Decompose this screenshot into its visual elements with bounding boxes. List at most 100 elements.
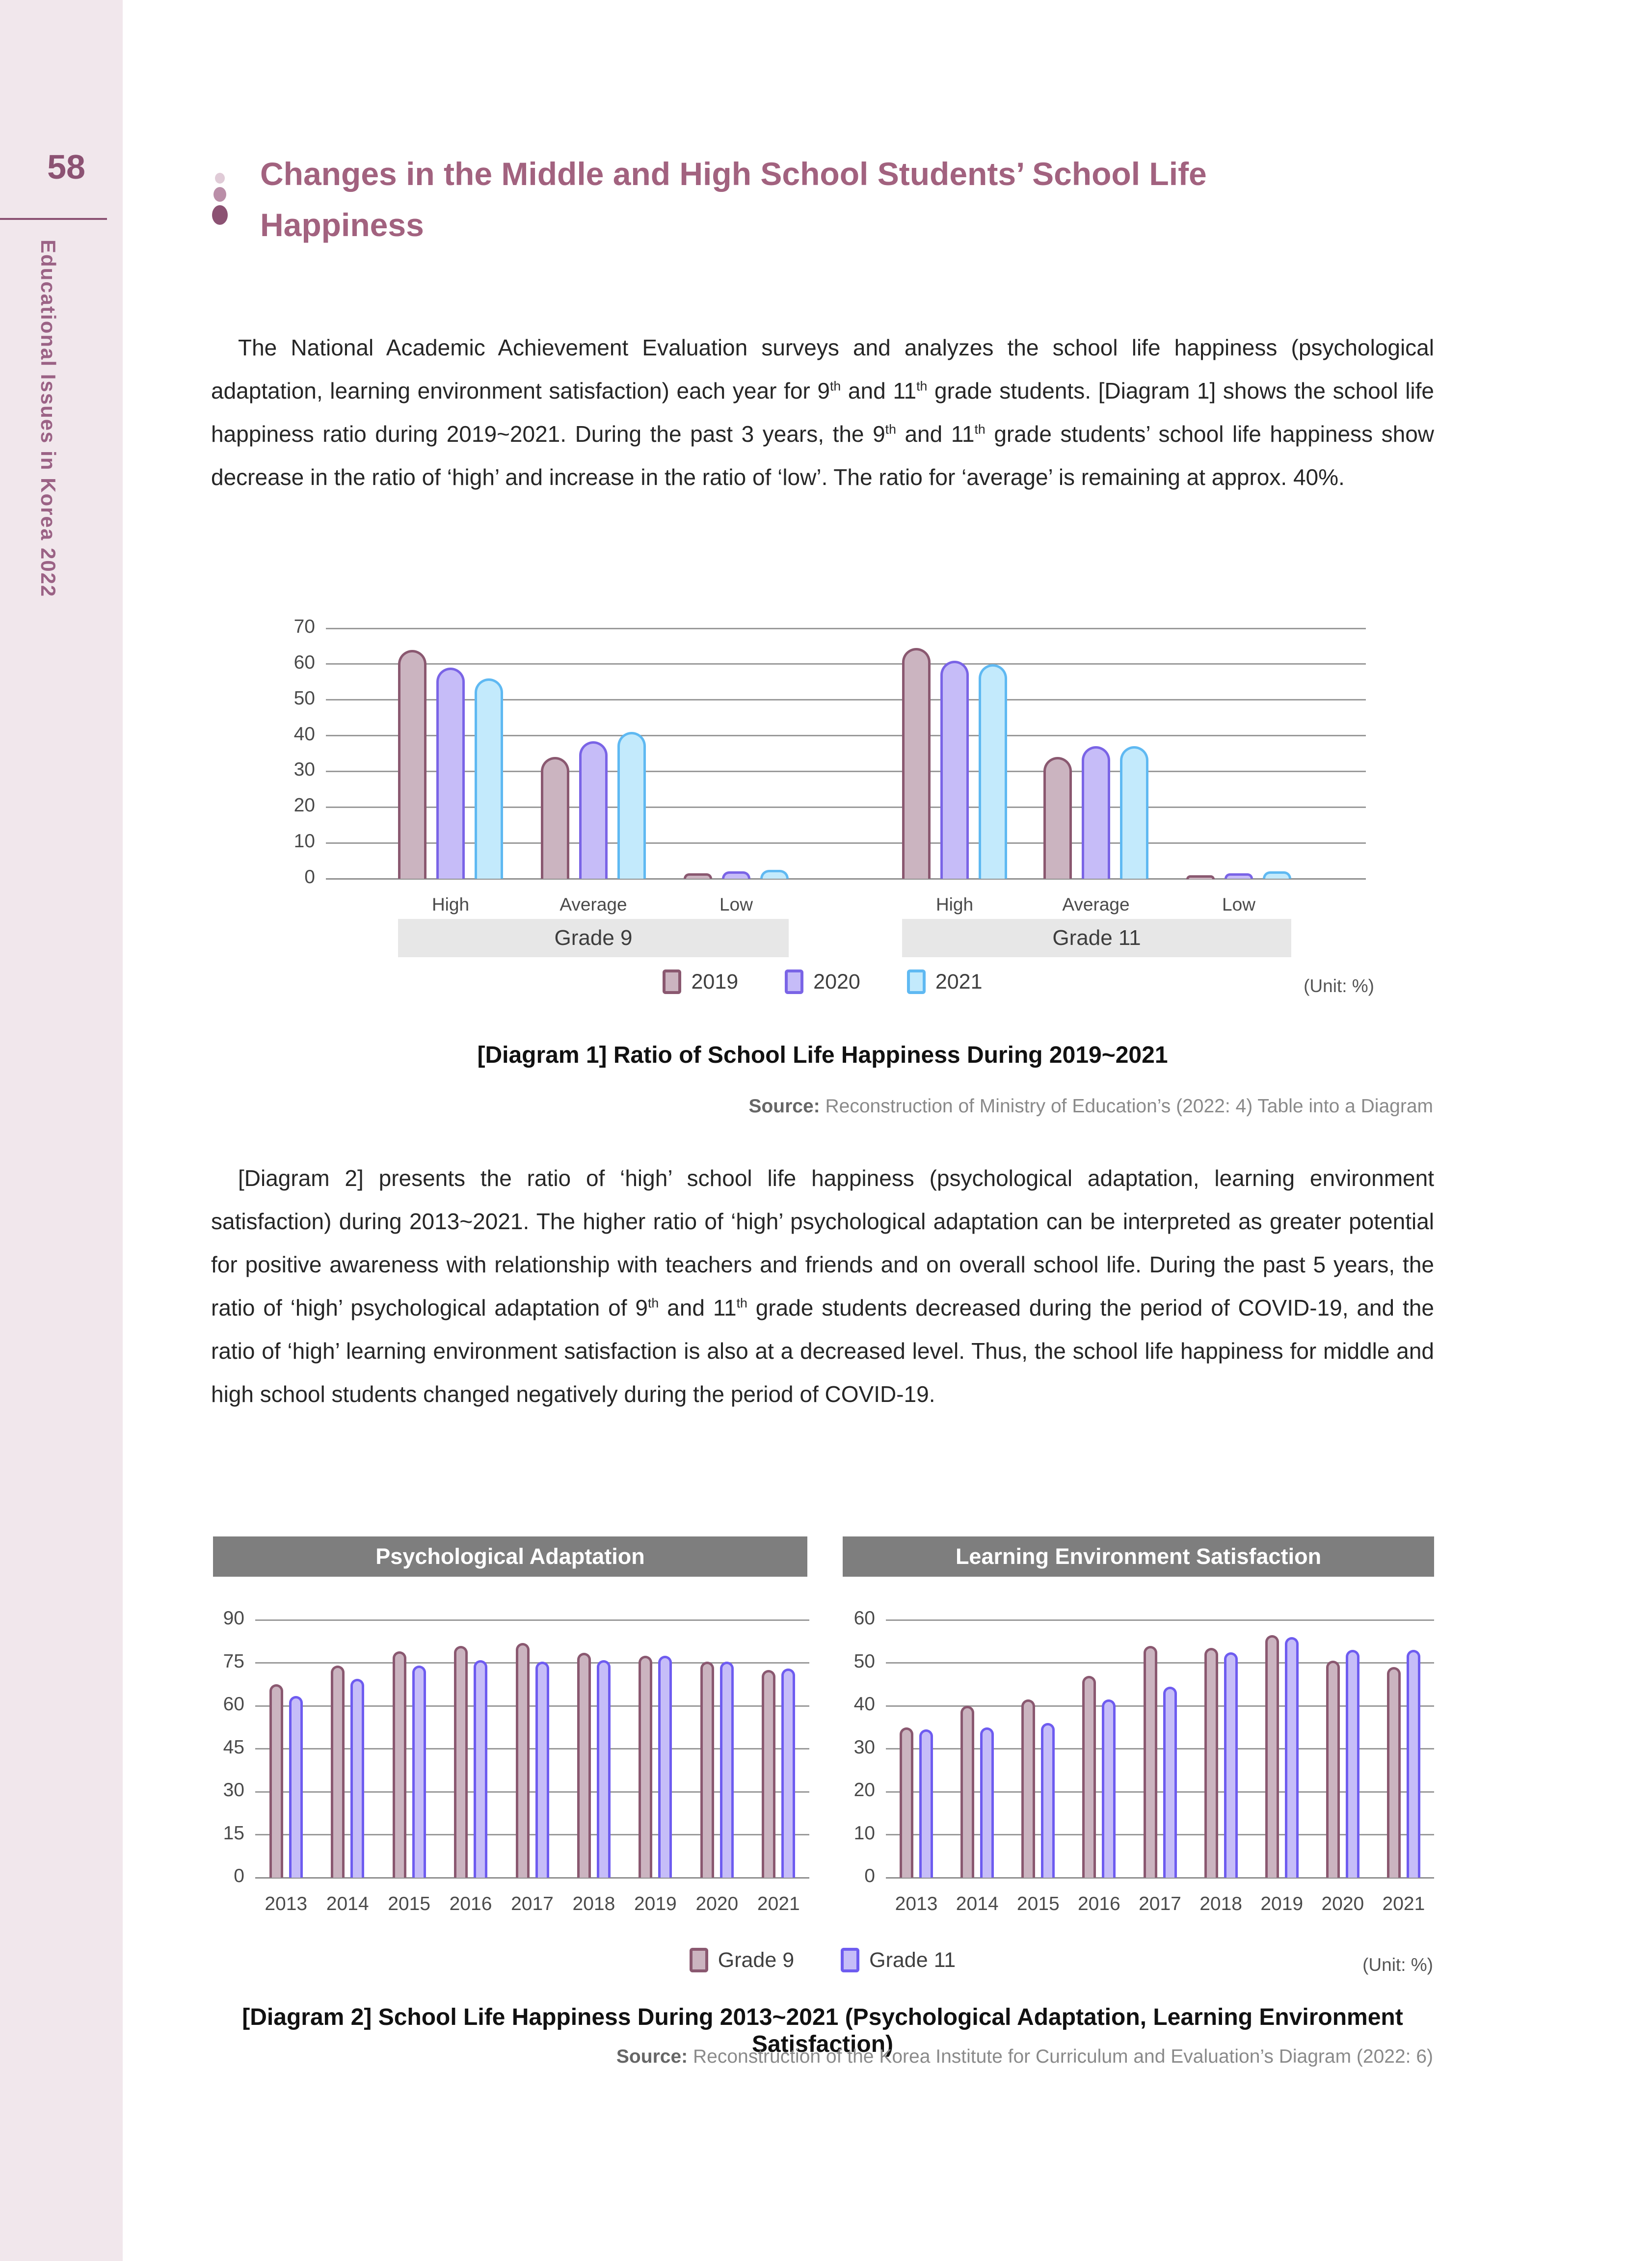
- sidebar-title: Educational Issues in Korea 2022: [37, 240, 60, 598]
- diagram2-psych-gridline-90: [255, 1619, 809, 1621]
- diagram2-psych-bar: [269, 1684, 283, 1878]
- diagram2-env-y-tick-label: 10: [853, 1822, 875, 1844]
- diagram2-env-x-tick-label: 2021: [1382, 1893, 1425, 1914]
- diagram2-env-gridline-60: [886, 1619, 1434, 1621]
- diagram2-env-bar: [1326, 1661, 1340, 1878]
- diagram2-psych-bar: [289, 1696, 303, 1878]
- diagram2-psych-bar: [412, 1666, 426, 1878]
- diagram2-env-bar: [1386, 1667, 1401, 1878]
- diagram2-env-bar: [1224, 1652, 1238, 1878]
- diagram2-env-x-tick-label: 2014: [956, 1893, 999, 1914]
- diagram2-env-gridline-20: [886, 1791, 1434, 1793]
- bullet-dot-small: [215, 173, 225, 184]
- diagram2-psych-bar: [515, 1642, 530, 1878]
- diagram2-psych-bar: [474, 1660, 488, 1878]
- diagram1-bar: [1186, 875, 1215, 879]
- diagram1-gridline-30: [326, 770, 1366, 772]
- diagram2-psych-x-tick-label: 2018: [572, 1893, 615, 1914]
- legend-swatch: [906, 969, 926, 994]
- legend-swatch: [689, 1948, 708, 1972]
- diagram1-category-label: High: [431, 894, 470, 915]
- legend-item-grade-11: Grade 11: [841, 1948, 956, 1972]
- diagram1-unit-label: (Unit: %): [1304, 976, 1374, 996]
- diagram1-y-tick-label: 0: [304, 866, 315, 888]
- diagram2-psych-y-tick-label: 0: [234, 1865, 244, 1886]
- diagram2-env-x-tick-label: 2016: [1077, 1893, 1120, 1914]
- diagram1-category-label: Average: [1062, 894, 1130, 915]
- legend-item-2021: 2021: [906, 969, 983, 994]
- diagram2-env-bar: [1204, 1647, 1218, 1878]
- diagram1-caption: [Diagram 1] Ratio of School Life Happine…: [477, 1042, 1168, 1068]
- paragraph-2: [Diagram 2] presents the ratio of ‘high’…: [211, 1165, 1435, 1407]
- diagram1-bar: [436, 668, 465, 879]
- diagram1-y-tick-label: 60: [293, 651, 315, 673]
- diagram1-legend: 2019 2020 2021: [211, 969, 1434, 994]
- diagram2-psych-bar: [719, 1661, 734, 1878]
- diagram2-unit-label: (Unit: %): [1362, 1955, 1433, 1975]
- diagram2-env-bar: [1265, 1635, 1279, 1878]
- diagram2-env-gridline-40: [886, 1705, 1434, 1707]
- diagram2-psych-bar: [762, 1670, 776, 1878]
- diagram2-env-y-tick-label: 20: [853, 1779, 875, 1801]
- diagram2-env-bar: [1345, 1650, 1359, 1878]
- diagram2-psych-bar: [331, 1666, 345, 1878]
- legend-item-2019: 2019: [663, 969, 738, 994]
- diagram1-source-text: Reconstruction of Ministry of Education’…: [820, 1096, 1433, 1117]
- diagram2-psych-x-tick-label: 2015: [388, 1893, 430, 1914]
- paragraph-1: The National Academic Achievement Evalua…: [211, 335, 1435, 490]
- diagram2-psych-gridline-60: [255, 1705, 809, 1707]
- diagram2-env-bar: [900, 1727, 914, 1878]
- diagram2-psych-x-tick-label: 2017: [511, 1893, 554, 1914]
- diagram2-psych-bar: [350, 1678, 365, 1878]
- diagram2-psych-x-tick-label: 2021: [757, 1893, 800, 1914]
- page-number-rule: [0, 218, 107, 220]
- diagram2-psych-gridline-0: [255, 1877, 809, 1879]
- diagram2-caption: [Diagram 2] School Life Happiness During…: [242, 2004, 1403, 2057]
- diagram2-psych-y-tick-label: 60: [223, 1694, 244, 1715]
- diagram1-y-tick-label: 40: [293, 723, 315, 745]
- diagram2-psych-bar: [577, 1653, 591, 1878]
- diagram2-psych-x-tick-label: 2014: [326, 1893, 369, 1914]
- diagram2-psych-y-tick-label: 45: [223, 1736, 244, 1758]
- diagram2-env-y-tick-label: 50: [853, 1650, 875, 1672]
- legend-label: Grade 9: [718, 1948, 795, 1972]
- diagram1-gridline-40: [326, 735, 1366, 737]
- diagram2-env-bar: [1021, 1699, 1036, 1878]
- diagram2-env-x-tick-label: 2017: [1139, 1893, 1181, 1914]
- diagram2-psych-bar: [535, 1661, 549, 1878]
- diagram2-env-y-tick-label: 30: [853, 1736, 875, 1758]
- diagram2-psych-y-tick-label: 15: [223, 1822, 244, 1844]
- diagram1-category-label: Low: [1222, 894, 1255, 915]
- diagram2-env-bar: [980, 1727, 994, 1878]
- diagram2-psych-bar: [392, 1651, 406, 1878]
- diagram1-y-tick-label: 20: [293, 795, 315, 816]
- diagram2-psych-x-tick-label: 2019: [634, 1893, 677, 1914]
- diagram2-env-y-tick-label: 60: [853, 1608, 875, 1629]
- diagram2-psych-y-tick-label: 75: [223, 1650, 244, 1672]
- diagram1-group-label-grade-9: Grade 9: [398, 919, 789, 957]
- page-title-line2: Happiness: [260, 207, 424, 243]
- diagram2-env-x-tick-label: 2013: [895, 1893, 938, 1914]
- diagram1-gridline-0: [326, 878, 1366, 880]
- diagram2-psych-bar: [639, 1655, 653, 1878]
- diagram2-psych-bar: [454, 1645, 468, 1878]
- page-title: Changes in the Middle and High School St…: [260, 148, 1207, 250]
- diagram1-gridline-60: [326, 663, 1366, 665]
- diagram1-y-tick-label: 50: [293, 687, 315, 709]
- diagram1-category-label: High: [935, 894, 974, 915]
- diagram1-bar: [1120, 746, 1148, 879]
- diagram2-psych-x-tick-label: 2013: [265, 1893, 308, 1914]
- diagram1-group-label-grade-11: Grade 11: [902, 919, 1291, 957]
- diagram1-source-label: Source:: [748, 1096, 820, 1117]
- diagram1-bar: [940, 660, 969, 879]
- page-number: 58: [47, 148, 85, 186]
- legend-swatch: [785, 969, 804, 994]
- diagram2-env-gridline-50: [886, 1662, 1434, 1664]
- diagram1-bar: [1225, 873, 1253, 879]
- legend-label: 2019: [691, 969, 739, 994]
- diagram1-source: Source: Reconstruction of Ministry of Ed…: [748, 1096, 1433, 1117]
- diagram2-env-x-tick-label: 2019: [1260, 1893, 1304, 1914]
- diagram1-gridline-10: [326, 842, 1366, 844]
- diagram1-bar: [1263, 871, 1291, 879]
